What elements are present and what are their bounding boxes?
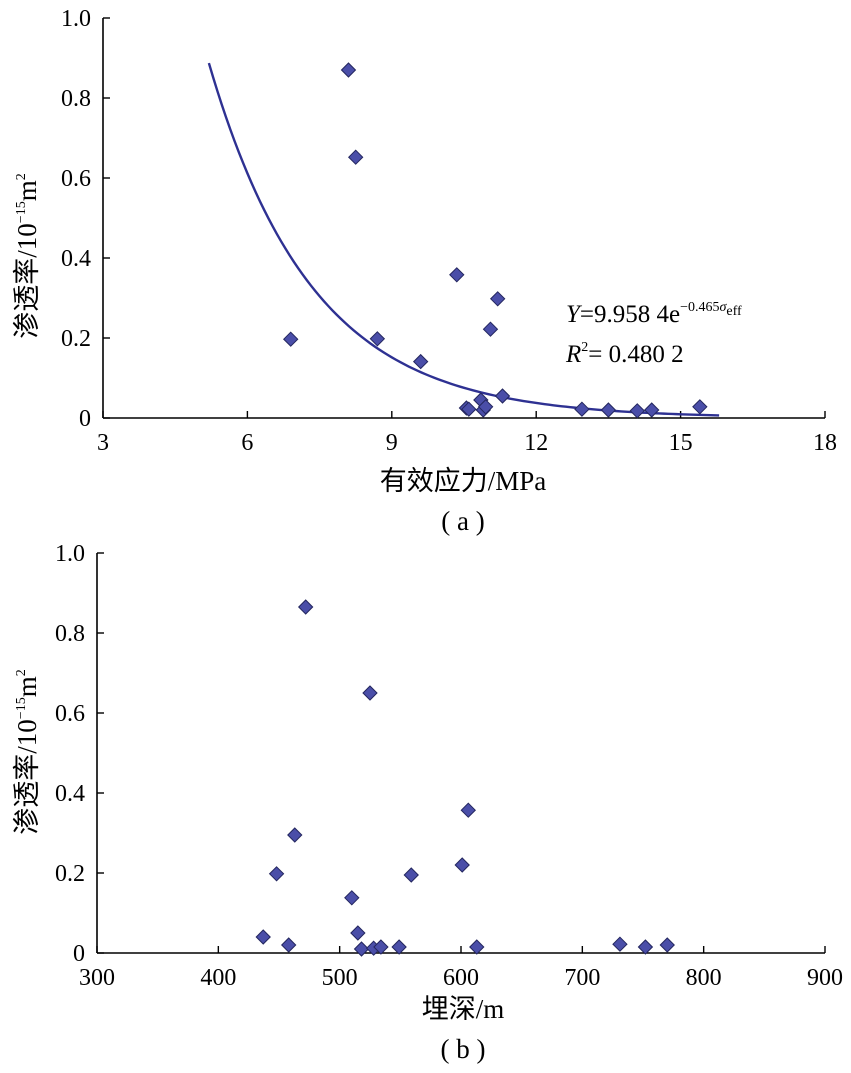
y-tick-label: 0.8	[61, 86, 91, 112]
panel-a-x-axis-label: 有效应力/MPa	[380, 466, 547, 496]
data-point	[353, 941, 370, 957]
data-point	[350, 925, 366, 941]
data-point	[268, 866, 285, 882]
y-tick-label: 0.4	[61, 246, 91, 272]
data-point	[449, 267, 465, 283]
panel-a-axes	[102, 18, 825, 419]
y-tick-label: 0	[73, 941, 85, 967]
data-point	[255, 929, 271, 945]
panel-a-r-squared: R2= 0.480 2	[565, 340, 684, 368]
data-point	[461, 401, 477, 417]
y-tick-label: 1.0	[61, 6, 91, 32]
y-tick-label: 0.6	[61, 166, 91, 192]
data-point	[482, 321, 499, 337]
data-point	[692, 399, 708, 415]
y-tick-label: 1.0	[55, 541, 85, 567]
y-tick-label: 0.6	[55, 701, 85, 727]
data-point	[362, 685, 378, 701]
data-point	[347, 149, 364, 165]
x-tick-label: 300	[79, 965, 115, 991]
data-point	[469, 939, 485, 955]
x-tick-label: 9	[386, 430, 398, 456]
panel-b-points	[255, 599, 675, 957]
y-tick-label: 0.4	[55, 781, 85, 807]
panel-b-x-ticks: 300 400 500 600 700 800 900	[79, 946, 843, 991]
panel-a-y-ticks: 0 0.2 0.4 0.6 0.8 1.0	[61, 6, 110, 432]
x-tick-label: 800	[686, 965, 722, 991]
data-point	[344, 890, 360, 906]
panel-a-y-axis-label: 渗透率/10−15m2	[12, 173, 42, 338]
data-point	[283, 331, 299, 347]
y-tick-label: 0.2	[61, 326, 91, 352]
y-tick-label: 0.8	[55, 621, 85, 647]
data-point	[369, 331, 386, 347]
panel-b-y-ticks: 0 0.2 0.4 0.6 0.8 1.0	[55, 541, 104, 967]
data-point	[612, 936, 628, 952]
x-tick-label: 900	[807, 965, 843, 991]
x-tick-label: 12	[524, 430, 548, 456]
data-point	[637, 939, 654, 955]
x-tick-label: 600	[443, 965, 479, 991]
y-tick-label: 0	[79, 406, 91, 432]
data-point	[373, 939, 389, 955]
panel-a-caption: ( a )	[441, 506, 484, 536]
x-tick-label: 700	[564, 965, 600, 991]
y-tick-label: 0.2	[55, 861, 85, 887]
panel-a-points	[283, 62, 708, 419]
data-point	[403, 867, 419, 883]
x-tick-label: 400	[200, 965, 236, 991]
data-point	[391, 939, 407, 955]
data-point	[477, 399, 494, 415]
data-point	[644, 402, 660, 418]
panel-a-effective-stress: 0 0.2 0.4 0.6 0.8 1.0 3 6 9 12 15 18 渗透率/10−15m2 有…	[12, 6, 837, 536]
panel-a-fit-equation: Y=9.958 4e−0.465σeff	[566, 300, 742, 328]
data-point	[494, 388, 511, 404]
data-point	[287, 827, 303, 843]
data-point	[297, 599, 314, 615]
data-point	[280, 937, 297, 953]
data-point	[659, 937, 675, 953]
panel-b-x-axis-label: 埋深/m	[422, 994, 505, 1024]
data-point	[340, 62, 357, 78]
x-tick-label: 6	[241, 430, 253, 456]
data-point	[454, 857, 470, 873]
x-tick-label: 3	[97, 430, 109, 456]
x-tick-label: 15	[669, 430, 693, 456]
data-point	[574, 401, 590, 417]
x-tick-label: 500	[322, 965, 358, 991]
data-point	[489, 291, 506, 307]
panel-b-burial-depth: 0 0.2 0.4 0.6 0.8 1.0 300 400 500 600 700 800 900 渗…	[12, 541, 843, 1064]
data-point	[460, 802, 476, 818]
panel-b-caption: ( b )	[441, 1034, 486, 1064]
x-tick-label: 18	[813, 430, 837, 456]
panel-a-x-ticks: 3 6 9 12 15 18	[97, 411, 837, 456]
panel-b-y-axis-label: 渗透率/10−15m2	[12, 669, 42, 834]
data-point	[629, 403, 645, 419]
panel-b-axes	[96, 553, 825, 954]
data-point	[600, 402, 617, 418]
data-point	[412, 353, 429, 370]
